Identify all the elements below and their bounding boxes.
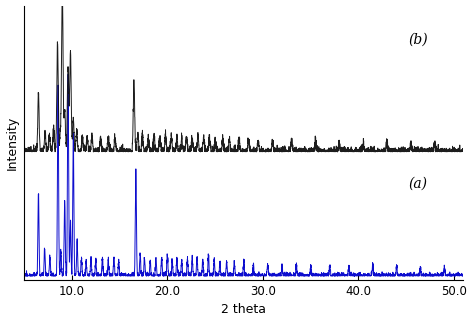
X-axis label: 2 theta: 2 theta: [221, 303, 266, 317]
Text: (a): (a): [409, 177, 428, 191]
Text: (b): (b): [409, 33, 428, 47]
Y-axis label: Intensity: Intensity: [6, 116, 18, 170]
